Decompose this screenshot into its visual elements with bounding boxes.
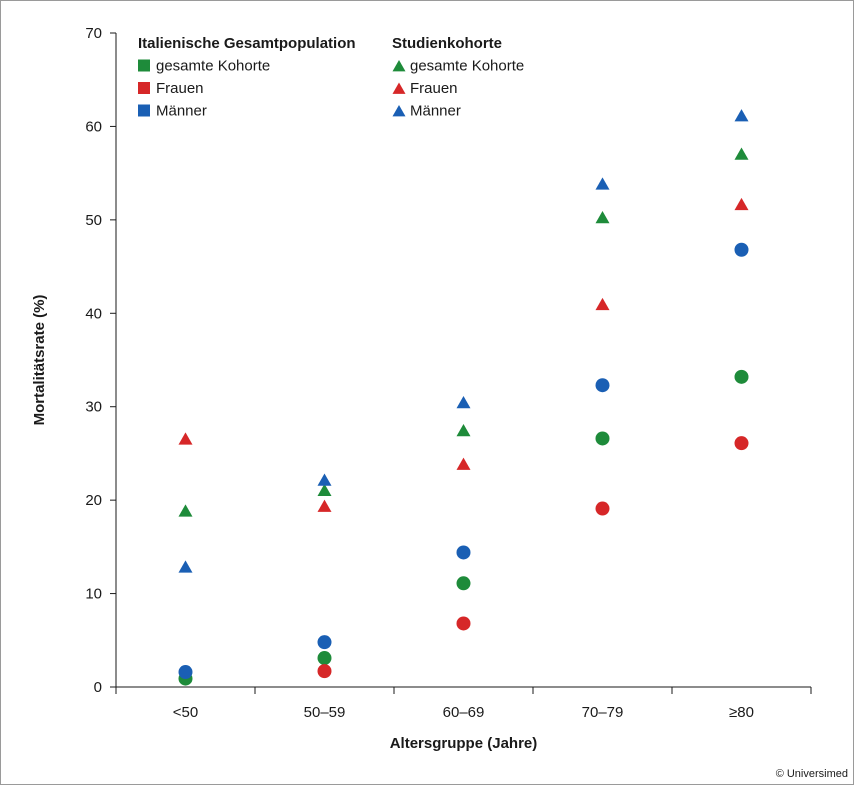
y-tick-label: 40 [85,305,102,322]
legend-entry-label: Männer [410,103,461,120]
data-point-circle [178,665,193,680]
data-point-triangle [317,473,332,486]
legend-entry-label: Frauen [156,80,204,97]
x-tick-label: <50 [173,704,198,721]
data-point-triangle [317,499,332,512]
y-tick-label: 70 [85,25,102,42]
x-tick-label: 50–59 [304,704,346,721]
legend-entry-label: gesamte Kohorte [156,58,270,75]
data-point-triangle [456,457,471,470]
data-point-triangle [178,560,193,573]
y-tick-label: 50 [85,212,102,229]
x-axis-title: Altersgruppe (Jahre) [390,735,538,752]
data-point-circle [595,501,610,516]
x-tick-label: 70–79 [582,704,624,721]
data-point-triangle [456,424,471,437]
data-point-circle [456,576,471,591]
legend-triangle-icon [392,82,406,94]
legend-entry-label: Männer [156,103,207,120]
y-tick-label: 60 [85,118,102,135]
data-point-circle [734,436,749,451]
y-tick-label: 0 [94,679,102,696]
data-point-circle [595,431,610,446]
x-tick-label: ≥80 [729,704,754,721]
x-tick-label: 60–69 [443,704,485,721]
y-tick-label: 10 [85,586,102,603]
legend-entry-label: gesamte Kohorte [410,58,524,75]
data-point-triangle [734,197,749,211]
axes: 0 10 20 30 40 50 60 70 <50 50–59 60–69 70–79 ≥80 Alte… [31,25,812,752]
legend-triangle-icon [392,105,406,117]
data-point-circle [595,378,610,393]
data-point-triangle [317,483,332,497]
copyright-note: © Universimed [775,768,848,780]
data-point-triangle [178,504,193,517]
data-point-circle [317,635,332,650]
legend-entry-label: Frauen [410,80,458,97]
data-point-triangle [595,297,610,311]
data-point-triangle [595,177,610,190]
data-point-circle [317,664,332,679]
data-point-triangle [456,395,471,409]
y-tick-label: 20 [85,492,102,509]
data-point-circle [456,616,471,631]
legend-square-icon [138,59,150,72]
data-point-triangle [734,109,749,122]
data-point-triangle [595,210,610,224]
legend-triangle-icon [392,60,406,72]
legend-square-icon [138,104,150,117]
legend: Italienische Gesamtpopulation gesamte Koh… [138,35,524,120]
data-point-triangle [734,147,749,160]
legend-group-title: Italienische Gesamtpopulation [138,35,356,52]
data-point-circle [317,651,332,666]
legend-group-title: Studienkohorte [392,35,502,52]
y-tick-label: 30 [85,399,102,416]
data-point-circle [734,242,749,257]
legend-square-icon [138,82,150,94]
data-point-circle [456,545,471,560]
y-axis-title: Mortalitätsrate (%) [31,295,48,426]
data-point-circle [734,369,749,384]
data-point-triangle [178,432,193,445]
data-marks [178,109,749,686]
